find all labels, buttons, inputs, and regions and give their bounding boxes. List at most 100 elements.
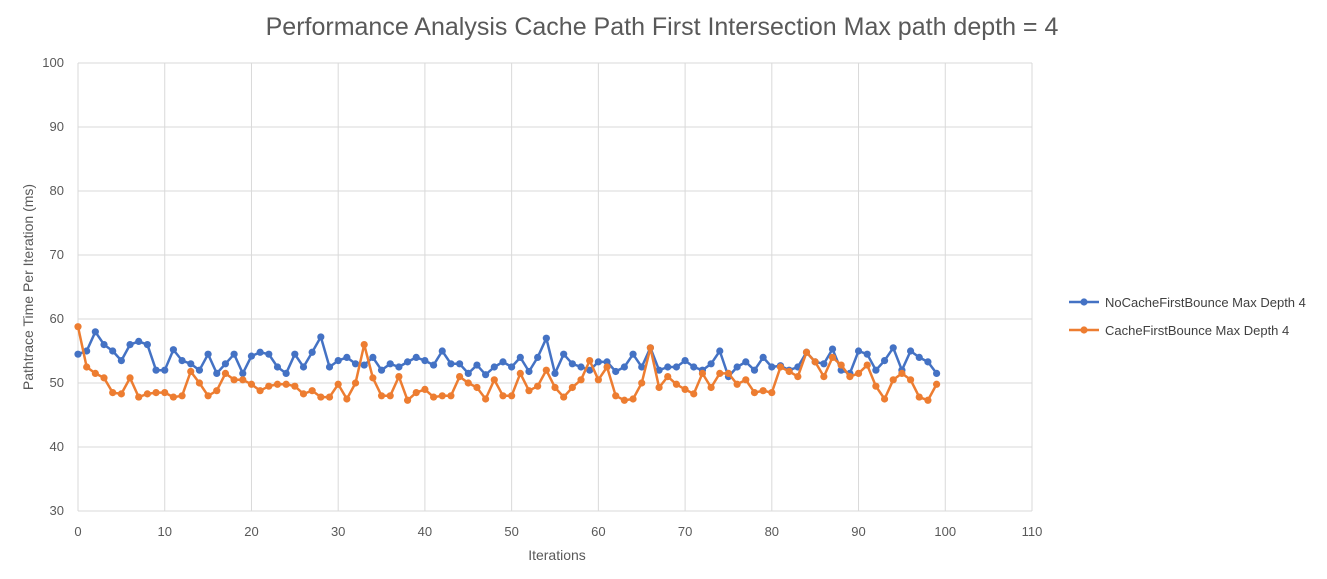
- data-point: [759, 353, 767, 361]
- data-point: [672, 363, 681, 371]
- chart-title: Performance Analysis Cache Path First In…: [266, 13, 1059, 41]
- data-point: [603, 358, 611, 366]
- x-tick-label: 90: [851, 524, 865, 539]
- y-tick-label: 90: [50, 119, 64, 134]
- y-tick-label: 40: [50, 439, 64, 454]
- x-tick-label: 60: [591, 524, 605, 539]
- data-point: [169, 346, 177, 354]
- data-point: [473, 361, 481, 369]
- data-point: [421, 357, 429, 365]
- legend-label: CacheFirstBounce Max Depth 4: [1105, 323, 1289, 338]
- data-point: [915, 353, 923, 361]
- data-point: [820, 360, 828, 368]
- data-point: [646, 344, 655, 352]
- data-point: [74, 350, 82, 358]
- data-point: [447, 360, 455, 368]
- data-point: [412, 353, 420, 361]
- data-point: [456, 360, 464, 368]
- data-point: [733, 380, 741, 388]
- x-tick-label: 70: [678, 524, 692, 539]
- data-point: [308, 387, 316, 395]
- data-point: [612, 392, 620, 400]
- data-point: [707, 360, 715, 368]
- data-point: [759, 387, 767, 395]
- data-point: [456, 373, 464, 381]
- data-point: [143, 390, 151, 398]
- data-point: [490, 363, 498, 371]
- data-point: [247, 352, 256, 360]
- grid-lines: [77, 62, 1033, 512]
- data-point: [655, 366, 663, 374]
- data-point: [889, 344, 897, 352]
- data-point: [109, 389, 117, 397]
- data-point: [178, 357, 186, 365]
- data-point: [664, 363, 672, 371]
- data-point: [291, 382, 299, 390]
- data-point: [872, 366, 880, 374]
- data-point: [516, 353, 524, 361]
- data-point: [325, 363, 334, 371]
- data-point: [187, 360, 195, 368]
- data-point: [872, 382, 880, 390]
- data-point: [377, 366, 386, 374]
- data-point: [534, 382, 542, 390]
- data-point: [91, 369, 99, 377]
- data-point: [924, 396, 932, 404]
- legend-marker: [1080, 298, 1088, 306]
- series-1: [74, 323, 941, 404]
- data-point: [317, 333, 325, 341]
- data-point: [325, 393, 334, 401]
- data-point: [273, 380, 282, 388]
- data-point: [143, 341, 151, 349]
- data-point: [933, 369, 941, 377]
- data-point: [126, 374, 134, 382]
- y-tick-label: 80: [50, 183, 64, 198]
- data-point: [889, 376, 897, 384]
- x-tick-label: 80: [765, 524, 779, 539]
- y-tick-label: 50: [50, 375, 64, 390]
- data-point: [74, 323, 82, 331]
- data-point: [577, 376, 585, 384]
- x-tick-label: 10: [157, 524, 171, 539]
- data-point: [508, 363, 516, 371]
- data-point: [750, 389, 759, 397]
- data-point: [91, 328, 99, 336]
- y-axis-ticks: 30 40 50 60 70 80 90 100: [42, 55, 64, 518]
- data-point: [724, 369, 733, 377]
- data-point: [577, 363, 585, 371]
- data-point: [854, 347, 863, 355]
- data-point: [638, 363, 646, 371]
- data-point: [429, 393, 438, 401]
- data-point: [854, 369, 863, 377]
- data-point: [698, 369, 707, 377]
- data-point: [403, 358, 412, 366]
- y-tick-label: 60: [50, 311, 64, 326]
- data-point: [594, 376, 602, 384]
- data-point: [429, 361, 438, 369]
- data-point: [629, 350, 637, 358]
- legend: NoCacheFirstBounce Max Depth 4 CacheFirst…: [1069, 295, 1306, 338]
- data-point: [924, 358, 932, 366]
- data-point: [369, 374, 377, 382]
- data-point: [247, 380, 256, 388]
- data-point: [837, 361, 845, 369]
- data-point: [299, 363, 308, 371]
- data-point: [594, 358, 602, 366]
- data-point: [386, 392, 394, 400]
- data-point: [334, 380, 342, 388]
- data-point: [906, 347, 915, 355]
- data-point: [516, 369, 524, 377]
- series-line: [77, 330, 938, 378]
- data-point: [612, 367, 620, 376]
- data-point: [525, 367, 533, 376]
- data-point: [421, 385, 429, 393]
- data-point: [230, 350, 238, 358]
- data-point: [707, 383, 715, 392]
- data-point: [438, 392, 446, 400]
- data-point: [126, 341, 134, 349]
- data-point: [343, 353, 351, 361]
- data-point: [811, 358, 819, 366]
- x-tick-label: 20: [244, 524, 258, 539]
- data-point: [863, 350, 871, 358]
- x-axis-ticks: 0 10 20 30 40 50 60 70 80 90 100 110: [74, 524, 1042, 539]
